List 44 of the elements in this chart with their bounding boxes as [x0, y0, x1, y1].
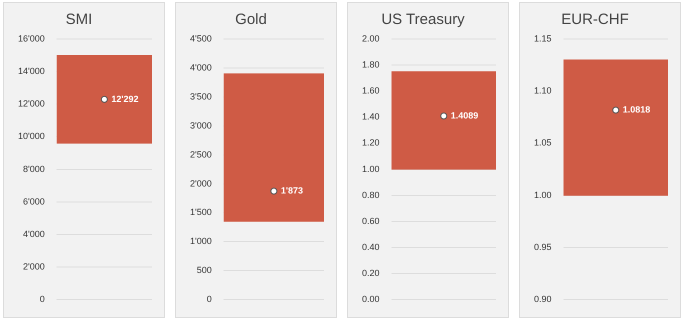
y-tick-label: 6'000: [22, 196, 45, 206]
y-tick-label: 0.80: [362, 190, 380, 200]
y-tick-label: 16'000: [18, 33, 45, 44]
y-tick-label: 1.60: [362, 86, 380, 96]
y-tick-label: 2'500: [190, 149, 212, 160]
y-tick-label: 0.00: [362, 294, 380, 304]
y-tick-label: 3'000: [190, 120, 212, 130]
y-tick-label: 8'000: [22, 164, 45, 174]
y-tick-label: 1.00: [534, 190, 552, 200]
y-tick-label: 1.80: [362, 60, 380, 70]
chart-title: EUR-CHF: [561, 11, 629, 28]
y-tick-label: 0.20: [362, 268, 380, 278]
data-label: 12'292: [111, 94, 139, 104]
y-tick-label: 2'000: [22, 262, 45, 272]
y-tick-label: 4'500: [190, 33, 212, 44]
chart-title: US Treasury: [381, 11, 466, 28]
chart-title: SMI: [66, 11, 92, 28]
y-tick-label: 1.00: [362, 164, 380, 174]
y-tick-label: 0.95: [534, 242, 552, 252]
y-tick-label: 500: [196, 265, 212, 276]
y-tick-label: 4'000: [22, 228, 45, 239]
y-tick-label: 1.05: [534, 138, 552, 148]
y-tick-label: 4'000: [190, 62, 212, 72]
y-tick-label: 0: [206, 294, 212, 304]
y-tick-label: 1.15: [534, 33, 552, 44]
y-tick-label: 0.40: [362, 242, 380, 252]
chart-title: Gold: [235, 11, 267, 28]
y-tick-label: 1.10: [534, 86, 552, 96]
y-tick-label: 0.60: [362, 216, 380, 226]
y-tick-label: 1.40: [362, 112, 380, 122]
y-tick-label: 1'000: [190, 236, 212, 246]
y-tick-label: 2'000: [190, 178, 212, 188]
data-label: 1'873: [280, 186, 304, 196]
y-tick-label: 12'000: [18, 98, 45, 109]
y-tick-label: 0.90: [534, 294, 552, 304]
data-label: 1.4089: [450, 110, 478, 121]
y-tick-label: 2.00: [362, 33, 380, 44]
y-tick-label: 14'000: [18, 66, 45, 76]
y-tick-label: 10'000: [18, 131, 45, 142]
y-tick-label: 0: [40, 294, 45, 304]
y-tick-label: 1'500: [190, 207, 212, 218]
y-tick-label: 1.20: [362, 138, 380, 148]
y-tick-label: 3'500: [190, 91, 212, 102]
data-label: 1.0818: [622, 104, 650, 115]
